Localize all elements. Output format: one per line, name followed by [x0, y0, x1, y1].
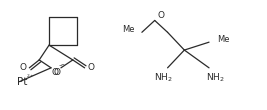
Text: Me: Me [123, 25, 135, 34]
Text: Pt: Pt [17, 77, 28, 87]
Text: NH$_2$: NH$_2$ [154, 72, 173, 84]
Text: NH$_2$: NH$_2$ [206, 72, 224, 84]
Text: O: O [20, 63, 27, 72]
Text: $^{-}$: $^{-}$ [58, 64, 64, 69]
Text: O: O [87, 63, 94, 72]
Text: O: O [53, 68, 61, 77]
Text: $^{-}$: $^{-}$ [60, 63, 65, 68]
Text: O: O [52, 68, 58, 77]
Text: $^{2+}$: $^{2+}$ [26, 74, 35, 79]
Text: O: O [157, 11, 164, 20]
Text: Me: Me [217, 35, 229, 44]
